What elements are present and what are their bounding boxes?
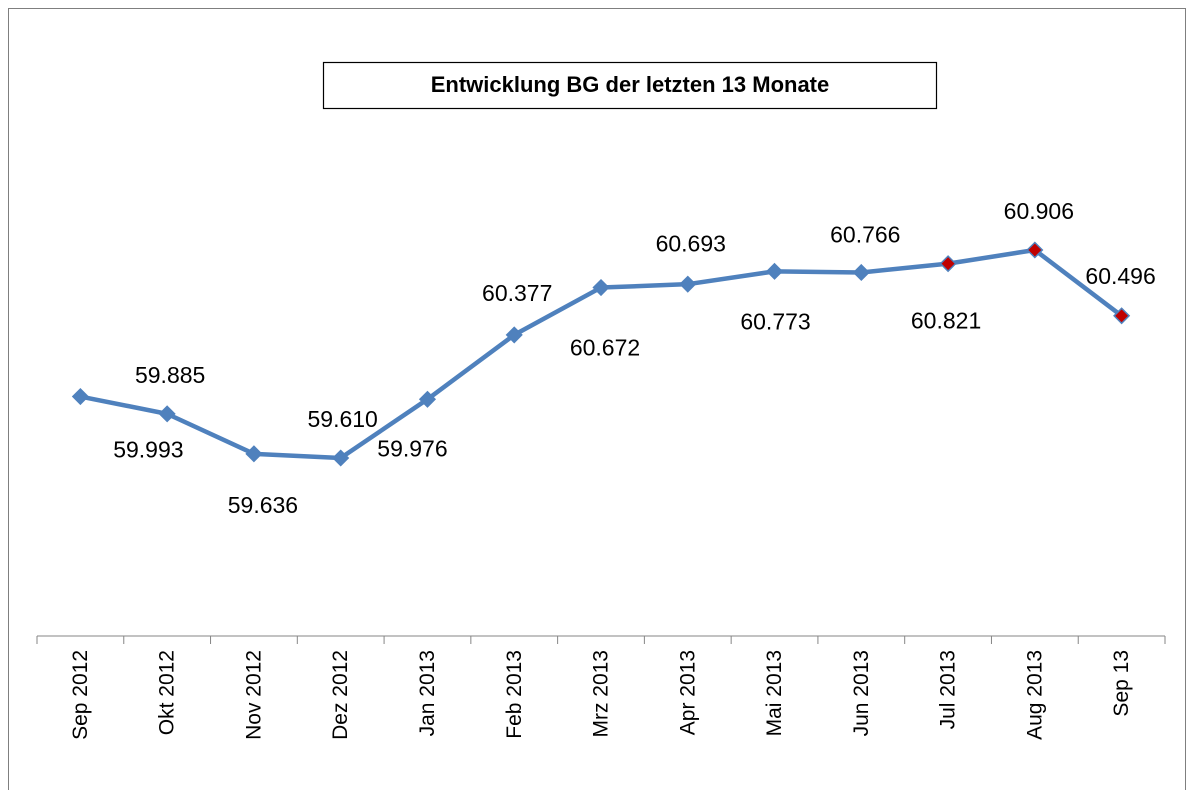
x-tick-label: Mrz 2013	[590, 650, 613, 738]
marker	[1026, 241, 1044, 259]
data-label: 59.610	[308, 406, 378, 432]
title-box	[322, 61, 938, 110]
data-label: 59.636	[228, 492, 298, 518]
x-tick-label: Jun 2013	[850, 650, 873, 736]
marker	[765, 262, 784, 280]
x-tick-label: Nov 2012	[242, 650, 265, 740]
x-tick-label: Feb 2013	[503, 650, 526, 739]
x-tick-label: Mai 2013	[763, 650, 786, 736]
marker	[592, 278, 610, 297]
data-label: 60.672	[570, 335, 640, 361]
marker	[679, 275, 697, 293]
data-label: 60.906	[1004, 198, 1074, 224]
x-tick-label: Jul 2013	[937, 650, 960, 729]
marker	[1113, 307, 1131, 325]
data-label: 60.377	[482, 280, 552, 306]
data-label: 59.885	[135, 362, 205, 388]
data-label: 60.693	[656, 230, 726, 256]
marker	[852, 263, 870, 282]
data-label: 60.766	[830, 222, 900, 248]
marker	[332, 449, 350, 467]
marker	[418, 390, 437, 408]
x-tick-label: Okt 2012	[156, 650, 179, 735]
marker	[939, 255, 957, 273]
data-label: 60.496	[1085, 263, 1155, 289]
marker	[245, 445, 263, 463]
data-label: 59.993	[113, 437, 183, 463]
marker	[71, 387, 89, 406]
x-tick-label: Aug 2013	[1023, 650, 1046, 740]
marker	[158, 405, 176, 423]
x-tick-label: Sep 2012	[69, 650, 92, 740]
data-label: 60.821	[911, 308, 981, 334]
x-tick-label: Dez 2012	[329, 650, 352, 740]
chart-border	[8, 8, 1186, 790]
chart-title: Entwicklung BG der letzten 13 Monate	[431, 72, 830, 97]
data-label: 59.976	[377, 435, 447, 461]
x-tick-label: Apr 2013	[676, 650, 699, 735]
marker	[505, 326, 523, 344]
x-tick-label: Jan 2013	[416, 650, 439, 736]
x-tick-label: Sep 13	[1110, 650, 1133, 717]
data-label: 60.773	[740, 308, 810, 334]
